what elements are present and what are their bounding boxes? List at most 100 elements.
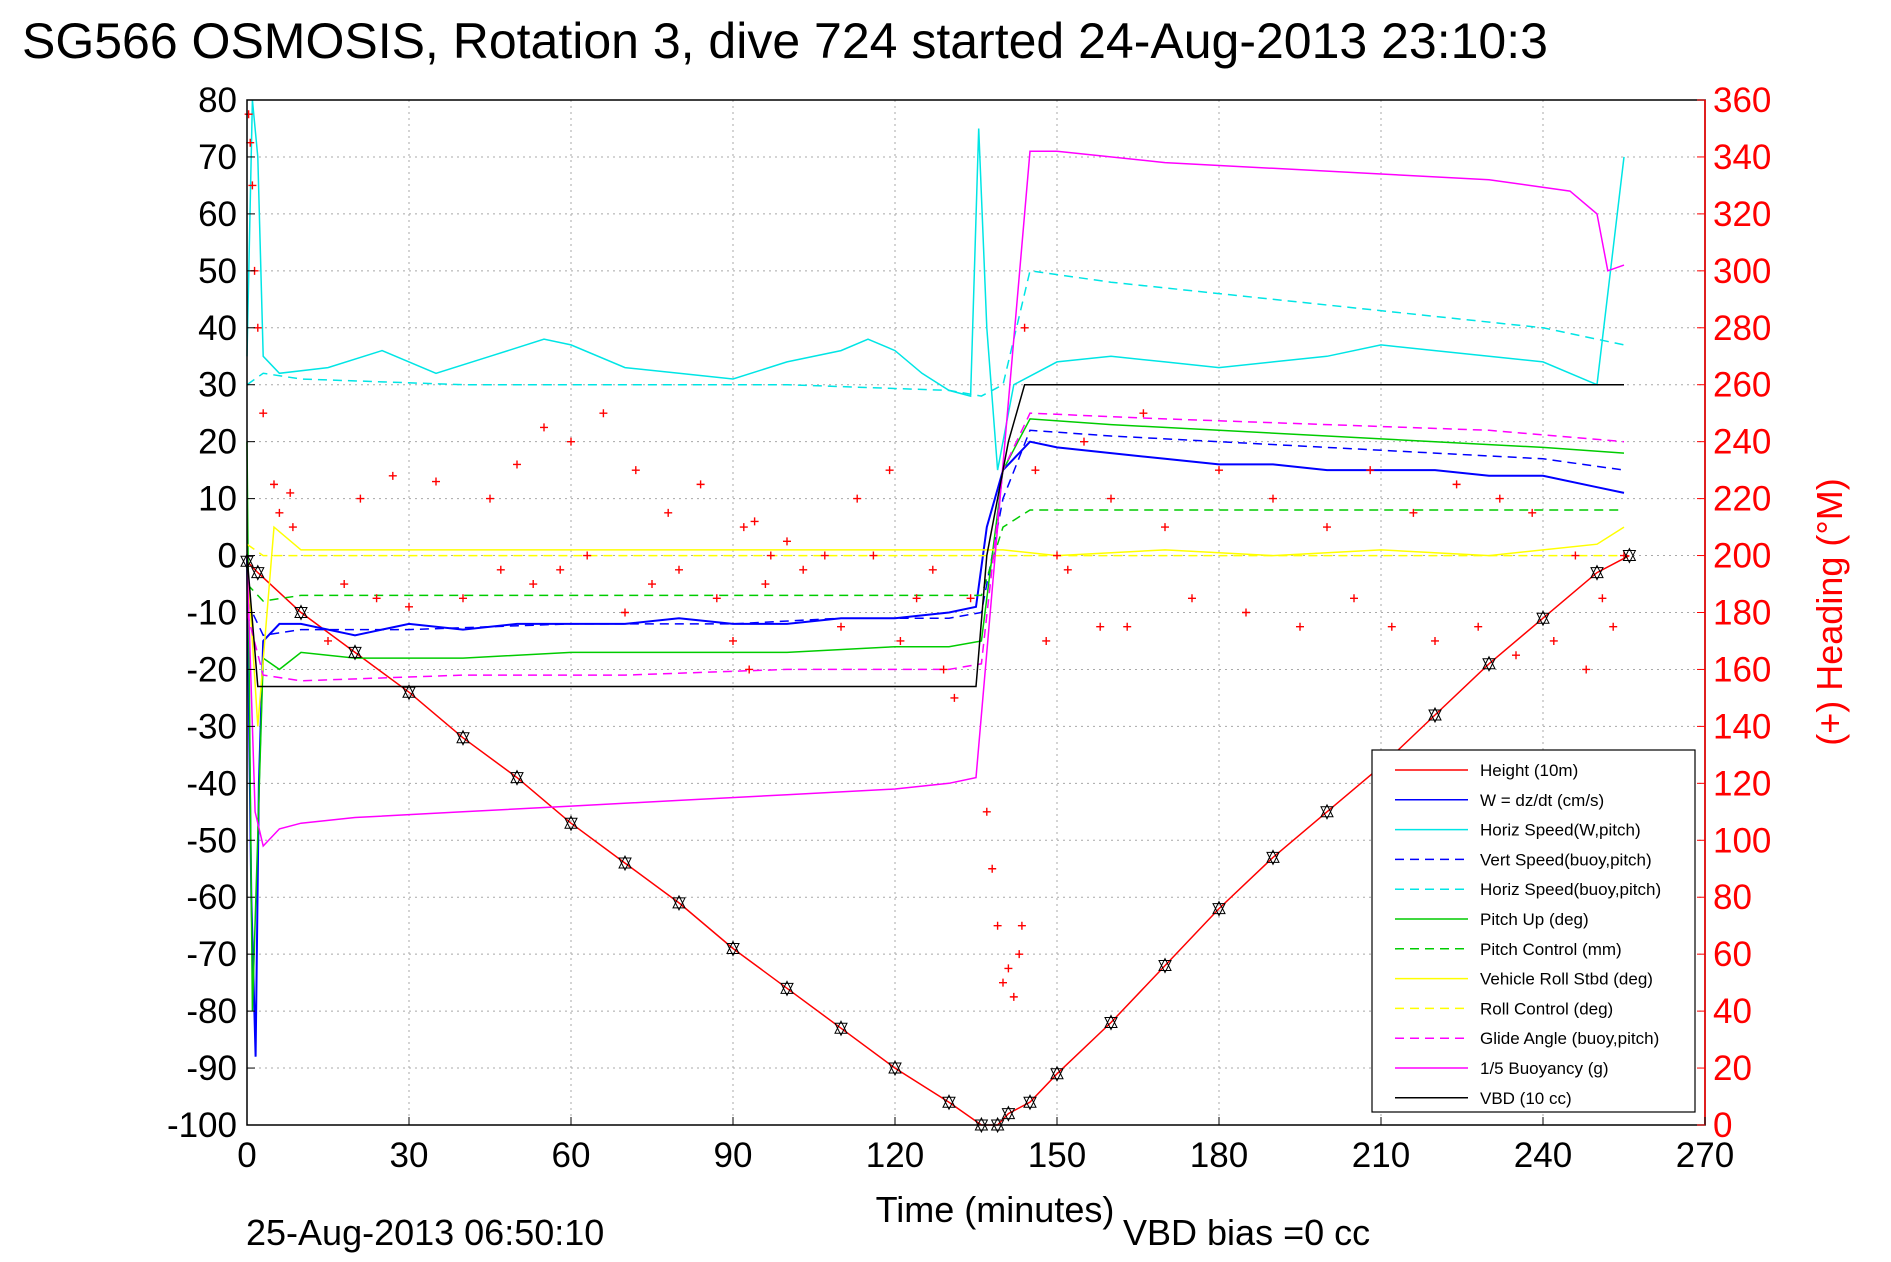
- heading-marker: [513, 460, 521, 469]
- height-marker: [990, 1116, 1005, 1134]
- y-tick-label: -20: [186, 650, 237, 689]
- legend-label: Height (10m): [1480, 761, 1578, 780]
- series-line-pitch: [246, 418, 1625, 1012]
- heading-marker: [1242, 608, 1250, 617]
- height-marker: [564, 815, 578, 832]
- y-tick-label: -100: [167, 1106, 237, 1145]
- legend: Height (10m) W = dz/dt (cm/s) Horiz Speed(…: [1371, 749, 1696, 1113]
- legend-box: [1371, 749, 1696, 1113]
- heading-marker: [1431, 636, 1439, 645]
- axis-layer: 0 30 60 90 120 150 180 210 240 270 80 70 60 50 40 30 20 1…: [167, 81, 1771, 1175]
- heading-marker: [648, 580, 656, 589]
- heading-marker: [1020, 323, 1029, 332]
- heading-marker: [1009, 992, 1018, 1001]
- height-marker: [1482, 655, 1496, 672]
- heading-markers: [244, 110, 1628, 1001]
- heading-marker: [1107, 494, 1115, 503]
- height-marker: [1212, 900, 1226, 917]
- heading-marker: [853, 494, 862, 503]
- heading-marker: [1031, 466, 1040, 475]
- height-marker: [1266, 849, 1280, 866]
- series-line-horiz_buoy: [246, 269, 1625, 397]
- right-tick-label: 280: [1713, 309, 1771, 348]
- y-tick-label: 0: [218, 537, 237, 576]
- heading-marker: [896, 636, 905, 645]
- y-tick-label: 70: [198, 138, 237, 177]
- right-tick-label: 180: [1713, 594, 1771, 633]
- heading-marker: [750, 517, 759, 526]
- legend-label: VBD (10 cc): [1480, 1089, 1572, 1108]
- heading-marker: [1063, 565, 1072, 574]
- right-tick-label: 80: [1713, 878, 1752, 917]
- heading-marker: [1387, 622, 1396, 631]
- height-marker: [1428, 706, 1442, 724]
- heading-marker: [1015, 950, 1024, 959]
- height-marker: [1622, 547, 1637, 564]
- heading-marker: [1139, 409, 1148, 418]
- heading-marker: [928, 565, 937, 574]
- y-tick-label: -10: [186, 594, 237, 633]
- heading-marker: [356, 494, 365, 503]
- heading-marker: [761, 580, 770, 589]
- heading-marker: [1323, 523, 1331, 532]
- x-tick-label: 60: [552, 1136, 591, 1175]
- heading-marker: [664, 508, 673, 517]
- y-tick-label: 50: [198, 252, 237, 291]
- heading-marker: [567, 437, 575, 446]
- heading-marker: [529, 580, 538, 589]
- heading-marker: [459, 594, 467, 603]
- series-line-vert_buoy: [246, 429, 1625, 637]
- height-marker: [942, 1094, 956, 1111]
- y-tick-label: -40: [186, 764, 237, 803]
- heading-marker: [950, 693, 959, 702]
- heading-marker: [1161, 523, 1169, 532]
- heading-marker: [939, 665, 948, 674]
- heading-marker: [496, 565, 505, 574]
- height-marker: [1104, 1014, 1118, 1031]
- legend-label: Vehicle Roll Stbd (deg): [1480, 970, 1653, 989]
- height-marker: [510, 769, 524, 786]
- x-tick-label: 270: [1676, 1136, 1734, 1175]
- y-tick-label: 40: [198, 309, 237, 348]
- series-layer: [246, 99, 1630, 1126]
- heading-marker: [1296, 622, 1304, 631]
- x-tick-label: 150: [1028, 1136, 1086, 1175]
- legend-label: W = dz/dt (cm/s): [1480, 791, 1604, 810]
- right-tick-label: 240: [1713, 423, 1771, 462]
- heading-marker: [1474, 622, 1483, 631]
- heading-marker: [1620, 551, 1628, 560]
- heading-marker: [885, 466, 894, 475]
- x-tick-label: 210: [1352, 1136, 1410, 1175]
- height-marker: [402, 684, 416, 701]
- heading-marker: [286, 488, 295, 497]
- heading-marker: [982, 807, 991, 816]
- height-marker: [834, 1020, 848, 1037]
- height-marker: [1001, 1105, 1016, 1122]
- right-tick-label: 100: [1713, 821, 1771, 860]
- series-line-horiz_w: [246, 99, 1625, 471]
- series-line-roll_ctrl: [246, 543, 1624, 557]
- right-tick-label: 320: [1713, 195, 1771, 234]
- height-marker: [618, 854, 632, 872]
- height-marker: [974, 1116, 989, 1134]
- height-marker: [672, 894, 686, 912]
- heading-marker: [599, 409, 608, 418]
- heading-marker: [993, 921, 1002, 930]
- y-tick-label: -80: [186, 992, 237, 1031]
- heading-marker: [1549, 636, 1558, 645]
- x-tick-label: 0: [237, 1136, 256, 1175]
- height-marker: [456, 729, 470, 746]
- heading-marker: [1366, 466, 1375, 475]
- y-tick-label: 60: [198, 195, 237, 234]
- heading-marker: [1452, 480, 1461, 489]
- height-marker: [1158, 957, 1172, 974]
- right-tick-label: 40: [1713, 992, 1752, 1031]
- right-tick-label: 160: [1713, 650, 1771, 689]
- heading-marker: [966, 594, 975, 603]
- heading-marker: [388, 471, 397, 480]
- heading-marker: [1512, 651, 1520, 660]
- y-tick-label: -60: [186, 878, 237, 917]
- y-tick-label: 20: [198, 423, 237, 462]
- heading-marker: [783, 537, 791, 546]
